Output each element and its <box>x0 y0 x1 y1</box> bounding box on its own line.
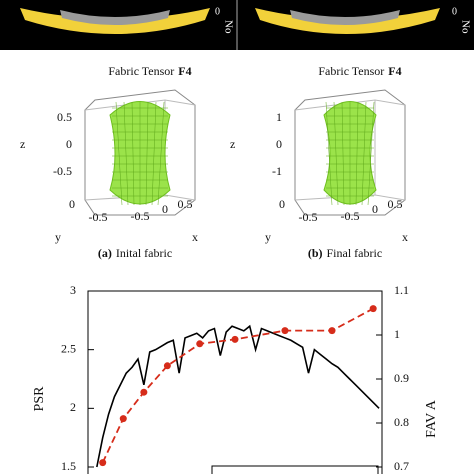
mesh-line <box>355 101 359 206</box>
mesh-line <box>151 101 157 206</box>
sphere-image <box>60 10 170 25</box>
caption: (b) Final fabric <box>308 246 382 260</box>
mesh-line <box>341 101 345 206</box>
title-bold: F4 <box>388 64 401 78</box>
mesh-line <box>325 101 333 206</box>
side-label: No <box>459 20 471 34</box>
plot-frame <box>87 290 383 474</box>
cube-edge <box>294 99 406 201</box>
tick-label: -0.5 <box>299 210 318 224</box>
y2-tick-label: 1 <box>394 327 400 341</box>
caption-text: Inital fabric <box>116 246 172 260</box>
chart: 1.5 2 2.5 3 0.7 0.8 0.9 1 1.1 PSR FAV A <box>32 283 439 473</box>
series-marker <box>119 415 127 423</box>
tick-label: 0.5 <box>178 197 193 211</box>
tick-label: 0 <box>69 197 75 211</box>
panel-title: Fabric Tensor F4 <box>318 64 401 78</box>
box-label: 0 <box>215 6 220 17</box>
y2-tick-label: 0.8 <box>394 415 409 429</box>
mesh-line <box>131 101 135 206</box>
y-tick-label: 3 <box>70 283 76 297</box>
tick-label: 0 <box>279 197 285 211</box>
axis-label: x <box>192 230 198 244</box>
series-marker <box>140 388 148 396</box>
tick-label: 0.5 <box>57 110 72 124</box>
series-marker <box>328 327 336 335</box>
cube <box>84 89 196 216</box>
series-marker <box>99 459 107 467</box>
mesh-line <box>123 101 129 206</box>
axis-label: z <box>20 137 25 151</box>
axis-label: y <box>265 230 271 244</box>
y-tick-label: 1.5 <box>61 459 76 473</box>
mesh-line <box>361 101 367 206</box>
tick-label: 0 <box>66 137 72 151</box>
series-marker <box>231 335 239 343</box>
series-line <box>96 324 380 468</box>
mesh-line <box>157 101 165 206</box>
y2-tick-label: 1.1 <box>394 283 409 297</box>
panel: Fabric Tensor F4 z 1 0 -1 y 0 -0.5 -0.5 0 0.5 x (b) Fi… <box>230 64 408 260</box>
tick-label: 0 <box>372 202 378 216</box>
tick-label: -0.5 <box>53 164 72 178</box>
side-label: No <box>222 20 234 34</box>
y-axis-label: PSR <box>32 386 47 412</box>
y2-tick-label: 0.9 <box>394 371 409 385</box>
series-marker <box>196 340 204 348</box>
tick-label: -0.5 <box>131 209 150 223</box>
tick-label: -1 <box>272 164 282 178</box>
mesh-line <box>367 101 375 206</box>
title-text: Fabric Tensor <box>108 64 174 78</box>
title-text: Fabric Tensor <box>318 64 384 78</box>
y-tick-label: 2 <box>70 400 76 414</box>
caption: (a) Inital fabric <box>98 246 172 260</box>
caption-tag: (a) <box>98 246 112 260</box>
tick-label: -0.5 <box>341 209 360 223</box>
y2-axis-label: FAV A <box>424 399 439 438</box>
legend-box <box>211 465 379 474</box>
tick-label: 0 <box>162 202 168 216</box>
caption-tag: (b) <box>308 246 323 260</box>
axis-label: z <box>230 137 235 151</box>
title-bold: F4 <box>178 64 191 78</box>
mesh-line <box>115 101 123 206</box>
cube <box>294 89 406 216</box>
mesh-line <box>145 101 149 206</box>
tick-label: 1 <box>276 110 282 124</box>
sphere-image <box>290 10 400 25</box>
panel: Fabric Tensor F4 z 0.5 0 -0.5 y 0 -0.5 -0.5 0 0.5 x (… <box>20 64 198 260</box>
tick-label: -0.5 <box>89 210 108 224</box>
box-label: 0 <box>452 6 457 17</box>
series-marker <box>281 327 289 335</box>
axis-label: y <box>55 230 61 244</box>
series-marker <box>369 305 377 313</box>
axis-label: x <box>402 230 408 244</box>
mesh-line <box>333 101 339 206</box>
panel-title: Fabric Tensor F4 <box>108 64 191 78</box>
caption-text: Final fabric <box>327 246 383 260</box>
tick-label: 0 <box>276 137 282 151</box>
y-tick-label: 2.5 <box>61 341 76 355</box>
tick-label: 0.5 <box>388 197 403 211</box>
series-marker <box>163 362 171 370</box>
y2-tick-label: 0.7 <box>394 459 409 473</box>
